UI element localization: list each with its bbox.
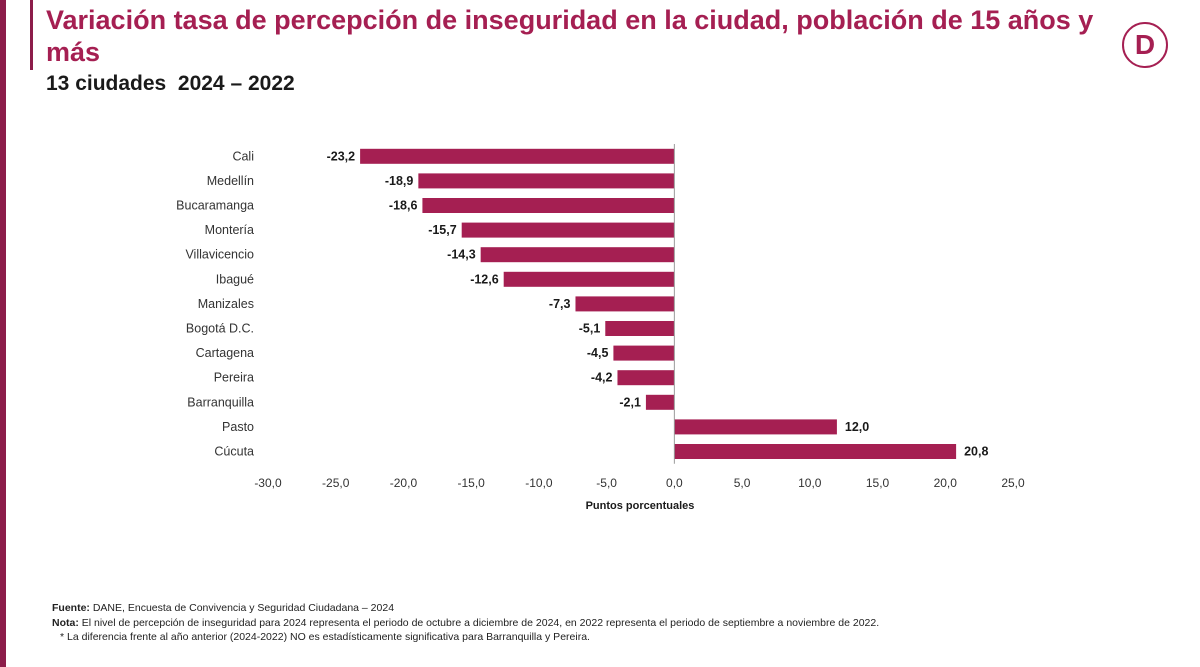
source-label: Fuente: [52,602,90,614]
bar-11 [645,394,675,410]
category-label: Montería [205,223,254,237]
value-label: -5,1 [579,322,601,336]
x-tick-label: -15,0 [458,476,486,490]
x-tick-label: -10,0 [525,476,553,490]
bar-6 [503,271,675,287]
footer-note: Nota: El nivel de percepción de inseguri… [52,616,879,631]
x-tick-label: -30,0 [254,476,282,490]
value-label: -4,5 [587,346,609,360]
value-label: -12,6 [470,272,499,286]
bar-1 [360,148,675,164]
category-label: Cartagena [196,346,254,360]
x-axis-title: Puntos porcentuales [586,500,695,512]
bar-5 [480,247,675,263]
value-label: -7,3 [549,297,571,311]
page-title: Variación tasa de percepción de inseguri… [46,5,1094,67]
note-label: Nota: [52,616,79,629]
x-tick-label: -5,0 [596,476,617,490]
bar-8 [605,321,675,336]
value-label: -23,2 [327,149,356,163]
logo-letter: D [1134,29,1156,60]
category-label: Cúcuta [214,445,254,459]
bar-9 [613,345,675,361]
category-label: Barranquilla [187,395,254,409]
category-label: Ibagué [216,272,254,286]
footer-asterisk: * La diferencia frente al año anterior (… [60,631,590,643]
dane-logo-icon: D [1122,22,1168,68]
bars-layer [360,148,957,459]
bar-chart: Cali -23,2 Medellín -18,9 Bucaramanga -18,6 Mo… [176,144,1025,512]
value-label: -18,9 [385,174,414,188]
bar-7 [575,296,675,312]
value-label: -18,6 [389,199,418,213]
category-label: Pereira [214,371,254,385]
bar-10 [617,370,675,386]
category-label: Bogotá D.C. [186,322,254,336]
category-label: Cali [232,149,254,163]
value-label: -2,1 [619,395,641,409]
x-tick-label: 5,0 [734,476,751,490]
x-tick-label: 10,0 [798,476,822,490]
x-tick-label: -25,0 [322,476,350,490]
header-accent-bar [30,0,33,70]
footer-source: Fuente: DANE, Encuesta de Convivencia y … [52,601,879,616]
x-tick-label: 0,0 [666,476,683,490]
x-tick-label: -20,0 [390,476,418,490]
category-label: Pasto [222,420,254,434]
value-label: -14,3 [447,248,476,262]
labels-layer: Cali -23,2 Medellín -18,9 Bucaramanga -18,6 Mo… [176,149,988,458]
note-text: El nivel de percepción de inseguridad pa… [78,616,880,629]
x-axis: -30,0 -25,0 -20,0 -15,0 -10,0 -5,0 0,0 5,0 10,0 1… [254,144,1025,490]
value-label: 20,8 [964,445,988,459]
value-label: -15,7 [428,223,457,237]
bar-13 [674,444,957,459]
source-text: DANE, Encuesta de Convivencia y Segurida… [89,602,395,614]
page-subtitle: 13 ciudades 2024 – 2022 [46,72,295,95]
category-label: Manizales [198,297,254,311]
bar-4 [461,222,675,238]
footer-notes: Fuente: DANE, Encuesta de Convivencia y … [52,601,879,645]
x-tick-label: 15,0 [866,476,890,490]
bar-12 [674,419,837,435]
value-label: -4,2 [591,371,613,385]
category-label: Medellín [207,174,254,188]
bar-2 [418,173,675,189]
x-tick-label: 25,0 [1001,476,1025,490]
bar-3 [422,198,675,213]
x-tick-label: 20,0 [934,476,958,490]
category-label: Bucaramanga [176,199,254,213]
category-label: Villavicencio [185,248,254,262]
left-accent-bar [0,0,6,667]
value-label: 12,0 [845,420,869,434]
